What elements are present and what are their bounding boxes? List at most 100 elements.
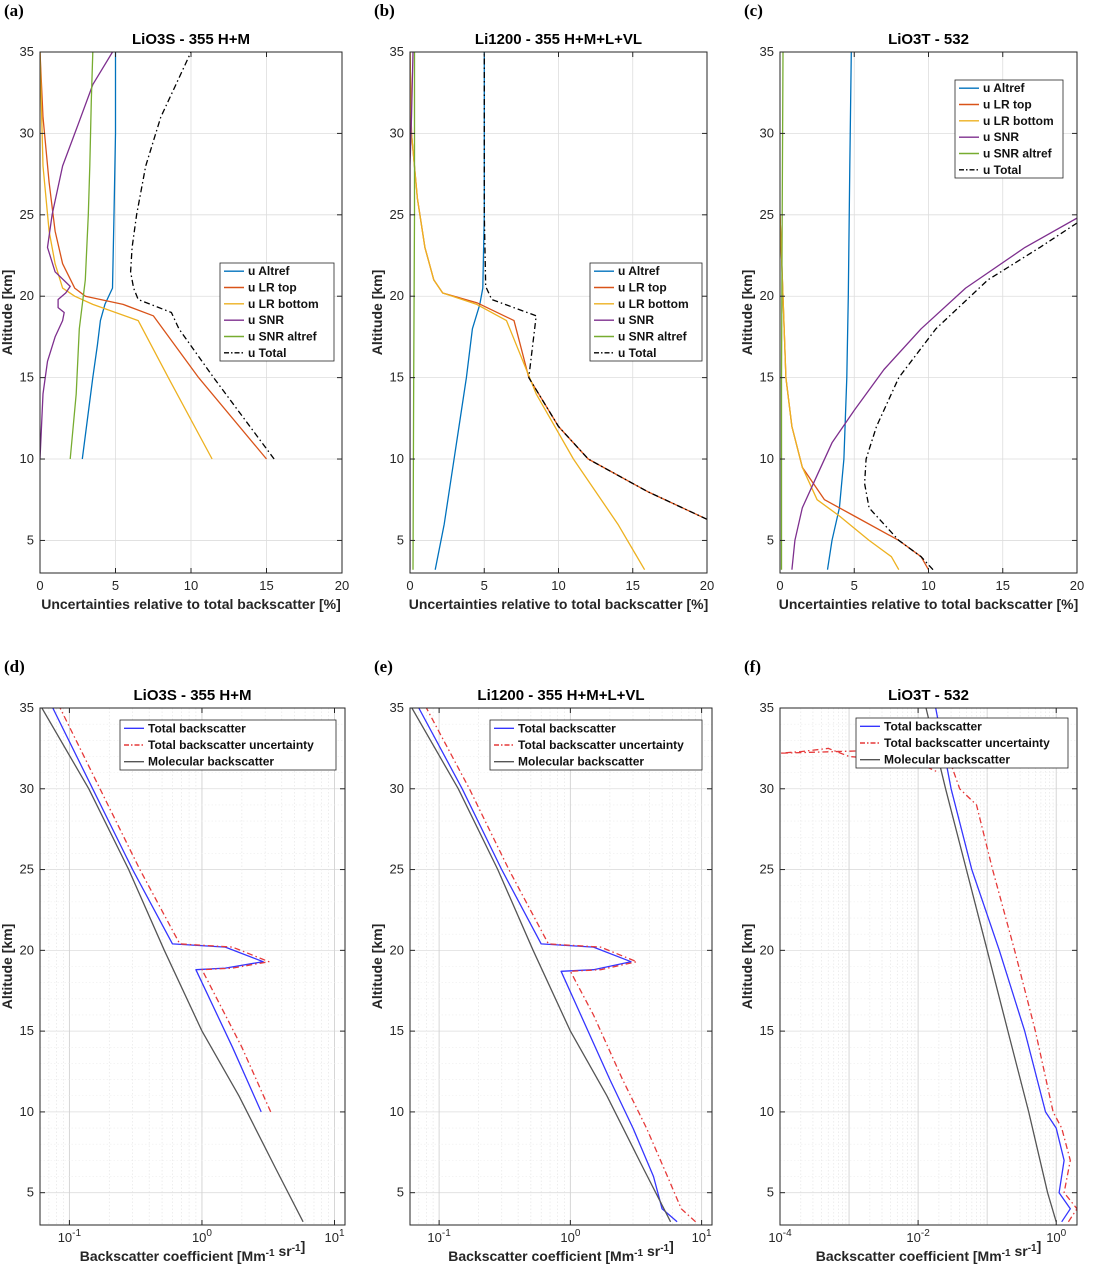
x-tick-label: 100: [1046, 1228, 1066, 1245]
y-tick-label: 35: [20, 700, 34, 715]
chart-title: LiO3T - 532: [888, 31, 969, 48]
y-tick-label: 10: [20, 1104, 34, 1119]
y-tick-label: 15: [20, 1023, 34, 1038]
chart-title: LiO3S - 355 H+M: [132, 31, 250, 48]
grid: [779, 707, 1078, 1225]
x-tick-label: 101: [692, 1228, 712, 1245]
legend-label: u LR bottom: [248, 297, 319, 311]
y-tick-label: 30: [390, 125, 404, 140]
legend-box: [219, 262, 335, 362]
y-axis-label: Altitude [km]: [0, 924, 15, 1010]
y-tick-label: 30: [20, 781, 34, 796]
legend: Total backscatter Total backscatter uncer…: [489, 719, 703, 771]
panel-label: (d): [4, 657, 25, 676]
panel-label: (c): [744, 1, 763, 20]
series-line-molecular-backscatter: [925, 708, 1057, 1222]
legend-label: u LR bottom: [983, 114, 1054, 128]
legend: Total backscatter Total backscatter uncer…: [855, 717, 1069, 769]
x-tick-label: 10: [921, 578, 935, 593]
legend-label: Molecular backscatter: [148, 755, 274, 769]
chart-title: Li1200 - 355 H+M+L+VL: [475, 31, 642, 48]
y-tick-label: 25: [20, 207, 34, 222]
x-tick-label: 20: [700, 578, 714, 593]
legend-label: Total backscatter uncertainty: [148, 738, 314, 752]
series-line-u-altref: [81, 52, 117, 460]
legend-label: u Altref: [618, 264, 661, 278]
x-axis-label: Backscatter coefficient [Mm-1 sr-1]: [816, 1238, 1042, 1264]
series-line-total-backscatter: [935, 708, 1071, 1223]
y-tick-label: 35: [20, 44, 34, 59]
x-tick-label: 0: [36, 578, 43, 593]
grid: [409, 707, 712, 1225]
x-tick-label: 0: [406, 578, 413, 593]
y-tick-label: 30: [390, 781, 404, 796]
y-tick-label: 25: [390, 862, 404, 877]
y-tick-label: 15: [390, 1023, 404, 1038]
chart-title: LiO3S - 355 H+M: [134, 687, 252, 704]
y-tick-label: 20: [760, 942, 774, 957]
x-tick-label: 10-4: [768, 1228, 792, 1245]
y-tick-label: 15: [760, 370, 774, 385]
y-tick-label: 25: [390, 207, 404, 222]
legend-label: Molecular backscatter: [884, 753, 1010, 767]
axes-box: [779, 707, 1078, 1226]
panel-label: (b): [374, 1, 395, 20]
series-line-u-lr-bottom: [410, 52, 646, 571]
x-tick-label: 100: [560, 1228, 580, 1245]
series-line-u-total: [483, 52, 707, 520]
y-tick-label: 20: [390, 942, 404, 957]
x-tick-label: 10-2: [906, 1228, 930, 1245]
y-axis-label: Altitude [km]: [369, 270, 385, 356]
series-line-total-backscatter: [52, 708, 264, 1113]
series-line-u-snr: [791, 217, 1077, 570]
x-axis-label: Backscatter coefficient [Mm-1 sr-1]: [448, 1238, 674, 1264]
y-tick-label: 20: [760, 288, 774, 303]
series-line-molecular-backscatter: [41, 708, 304, 1223]
legend-label: u LR bottom: [618, 297, 689, 311]
legend-label: Molecular backscatter: [518, 755, 644, 769]
series-line-u-snr: [40, 52, 114, 460]
y-tick-label: 10: [390, 1104, 404, 1119]
y-tick-label: 20: [20, 288, 34, 303]
panel-label: (a): [4, 1, 24, 20]
chart-panel-3: (c) LiO3T - 532 5 10 15 20 25 30 35 0 5 10 15 20 Uncer…: [739, 1, 1084, 612]
legend-label: u Altref: [248, 264, 291, 278]
chart-panel-5: (e) Li1200 - 355 H+M+L+VL 5 10 15 20 25 30 35 10-…: [369, 657, 713, 1264]
series-line-u-lr-bottom: [780, 214, 900, 571]
legend-label: Total backscatter: [518, 721, 616, 735]
x-tick-label: 100: [192, 1228, 212, 1245]
legend-box: [589, 262, 703, 362]
legend-box: [489, 719, 703, 771]
y-tick-label: 10: [760, 1104, 774, 1119]
legend-label: u Total: [983, 163, 1021, 177]
chart-title: Li1200 - 355 H+M+L+VL: [477, 687, 644, 704]
legend-label: u SNR: [248, 313, 284, 327]
y-axis-label: Altitude [km]: [739, 924, 755, 1010]
y-tick-label: 20: [20, 942, 34, 957]
y-tick-label: 35: [760, 700, 774, 715]
panel-label: (f): [744, 657, 761, 676]
y-axis-label: Altitude [km]: [0, 270, 15, 356]
y-axis-label: Altitude [km]: [739, 270, 755, 356]
chart-title: LiO3T - 532: [888, 687, 969, 704]
legend-box: [119, 719, 337, 771]
series-line-u-altref: [434, 52, 485, 570]
y-tick-label: 5: [397, 532, 404, 547]
series-line-u-total: [129, 52, 275, 460]
x-tick-label: 20: [335, 578, 349, 593]
y-tick-label: 30: [20, 125, 34, 140]
y-tick-label: 5: [397, 1185, 404, 1200]
series-line-u-snr: [410, 52, 414, 570]
legend: u Altref u LR top u LR bottom u SNR u SNR al…: [954, 79, 1064, 179]
y-tick-label: 10: [760, 451, 774, 466]
x-tick-label: 10: [551, 578, 565, 593]
legend-box: [855, 717, 1069, 769]
legend-label: u SNR altref: [618, 330, 688, 344]
series-line-total-backscatter-uncertainty: [425, 708, 697, 1223]
legend-label: Total backscatter uncertainty: [884, 736, 1050, 750]
y-tick-label: 25: [760, 862, 774, 877]
x-axis-label: Uncertainties relative to total backscat…: [779, 596, 1079, 612]
x-axis-label: Backscatter coefficient [Mm-1 sr-1]: [80, 1238, 306, 1264]
x-tick-label: 10-1: [427, 1228, 451, 1245]
